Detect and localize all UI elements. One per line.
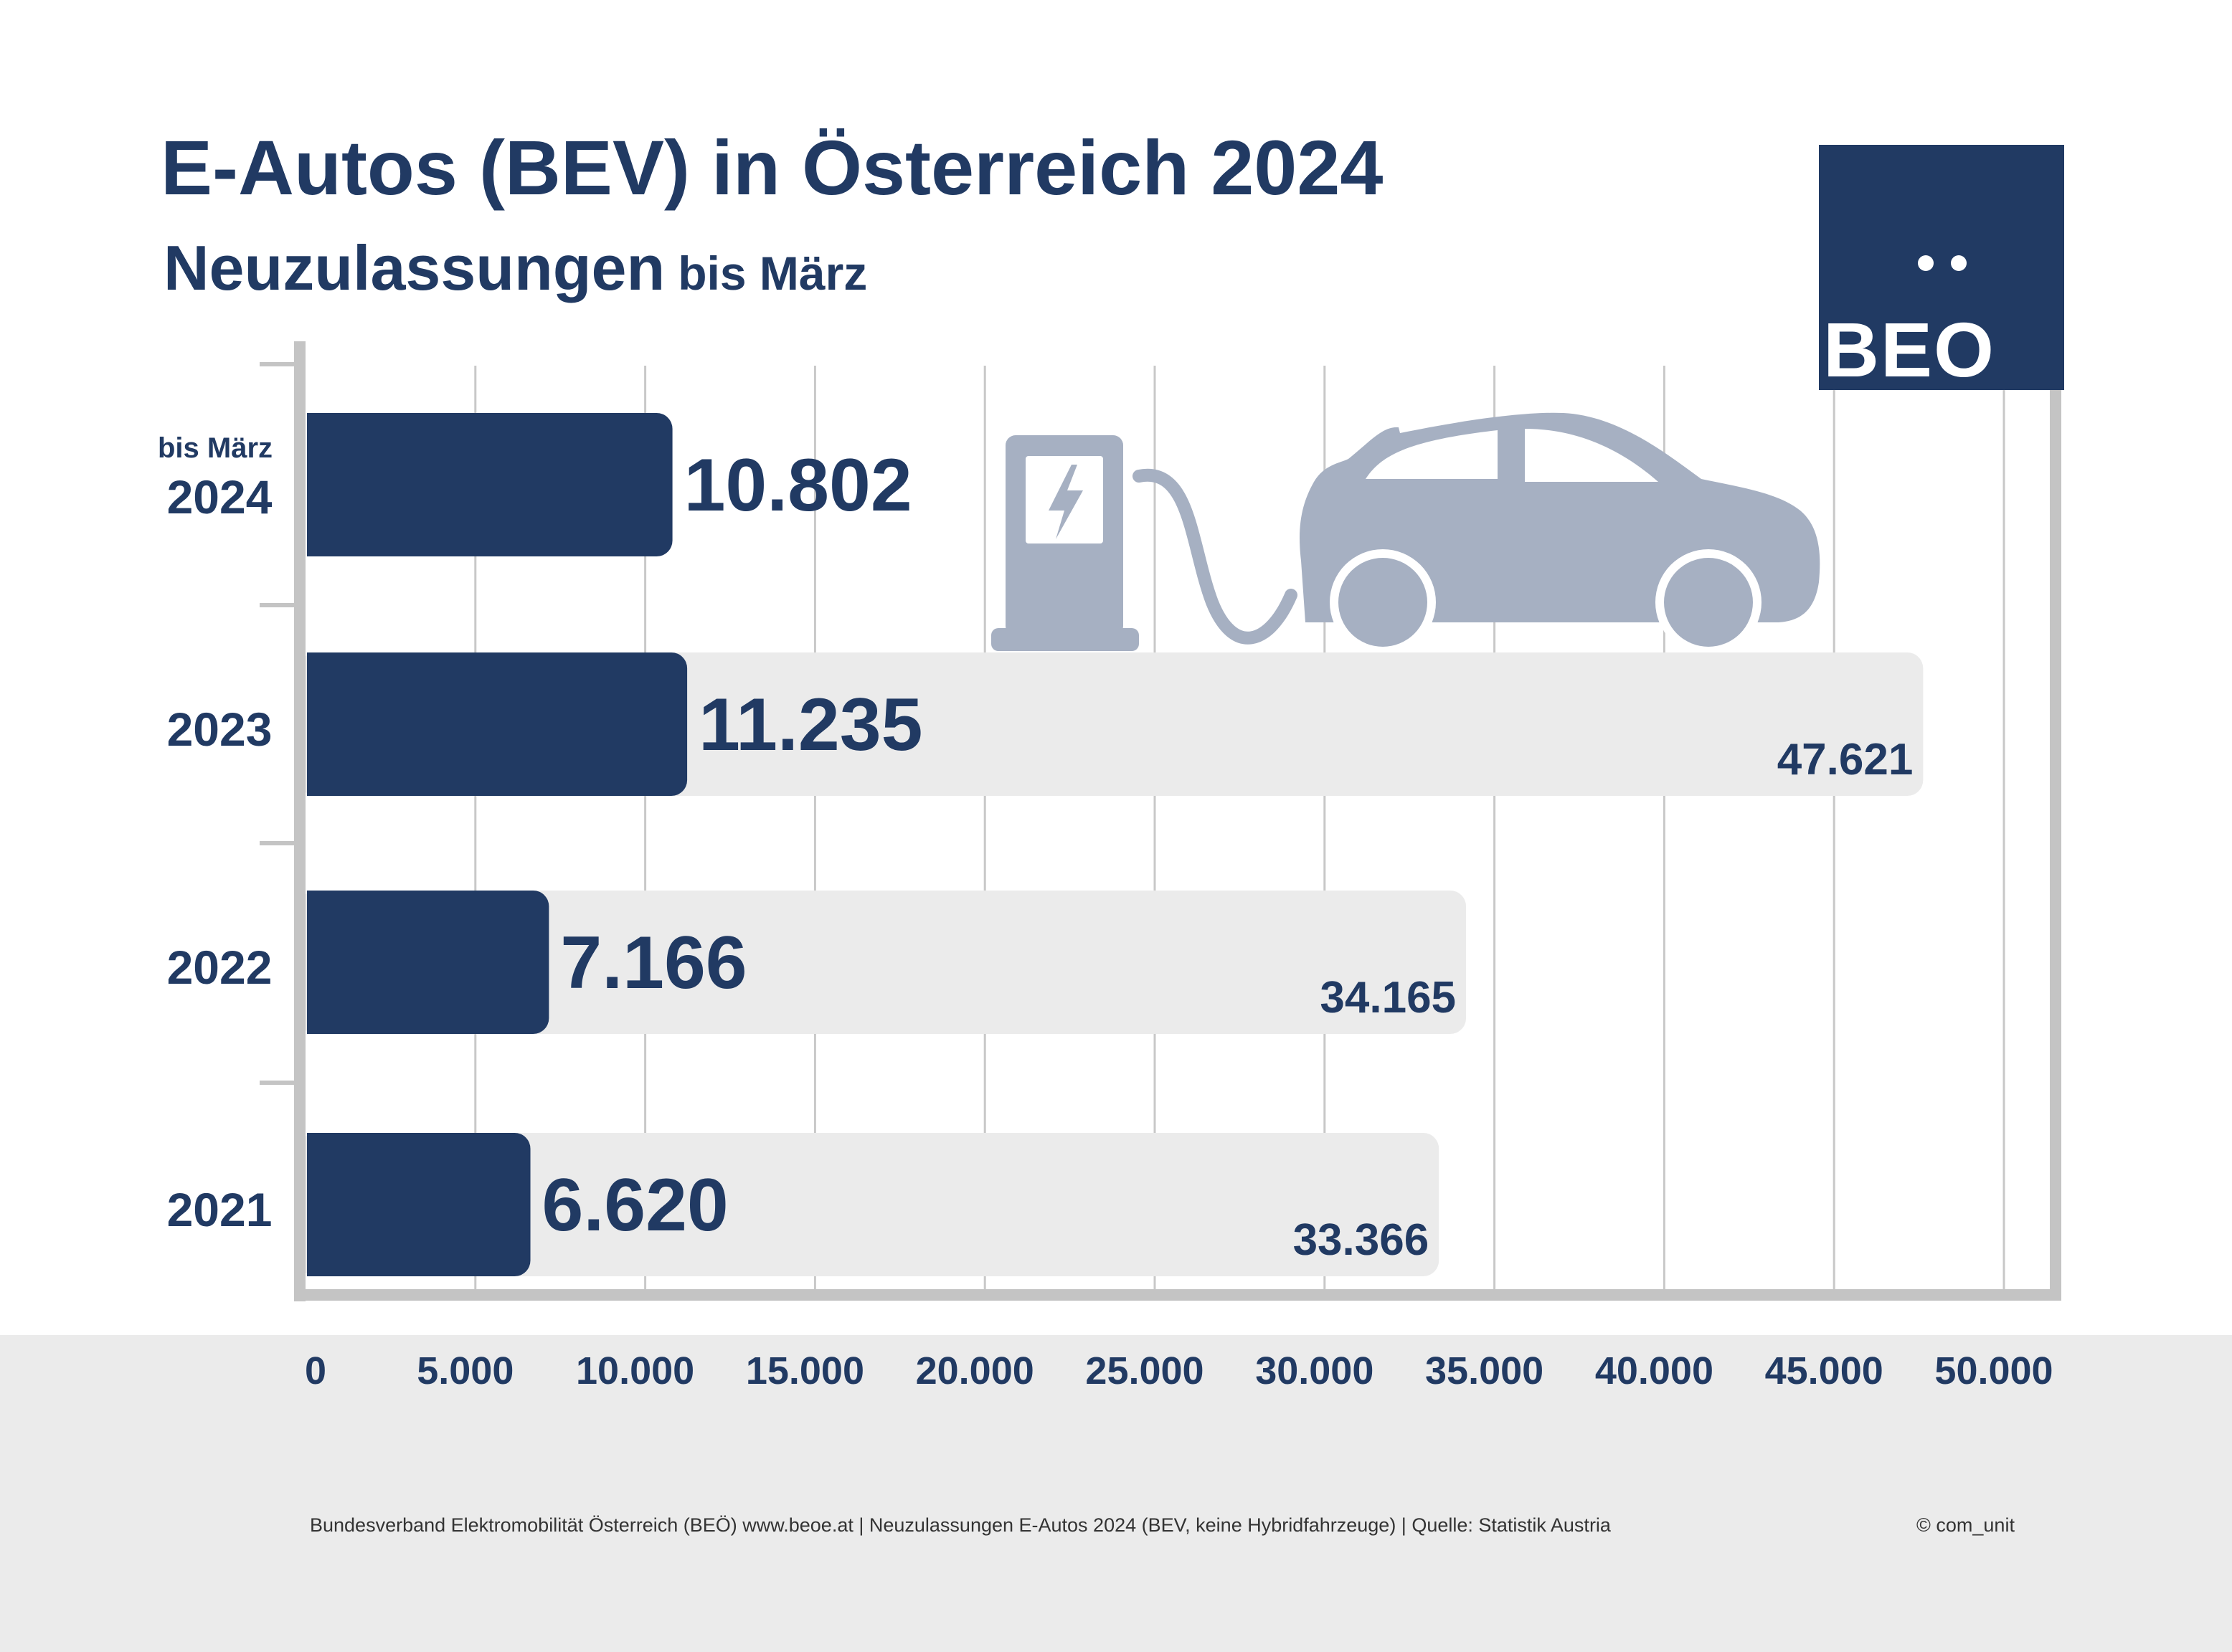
data-label-q1-2021: 6.620 [542,1164,729,1247]
x-tick-label-9: 45.000 [1765,1349,1883,1392]
bar-q1-base-2022 [307,891,336,1034]
x-tick-label-10: 50.000 [1934,1349,2053,1392]
data-label-total-2021: 33.366 [1293,1215,1429,1265]
beo-logo: BEO [1819,145,2064,390]
data-label-total-2023: 47.621 [1777,735,1914,784]
bar-total-2021 [300,1133,1439,1276]
footer-source: Bundesverband Elektromobilität Österreic… [310,1514,1611,1536]
bar-q1-2022 [307,891,549,1034]
y-label-2021: 2021 [167,1183,273,1236]
x-tick-label-1: 5.000 [417,1349,514,1392]
ev-charging-car-icon [991,412,1820,655]
data-label-q1-2022: 7.166 [560,921,747,1005]
x-axis-labels: 0 5.000 10.000 15.000 20.000 25.000 30.000 35.0… [305,1349,2053,1392]
chart-subtitle: Neuzulassungen bis März [164,237,867,300]
subtitle-suffix: bis März [678,247,868,300]
y-label-2024: 2024 [167,470,273,523]
bar-q1-2023 [307,652,688,796]
bar-q1-base-2024 [307,413,336,556]
bar-q1-base-2021 [307,1133,336,1276]
x-tick-label-8: 40.000 [1595,1349,1713,1392]
data-label-q1-2024: 10.802 [684,444,912,527]
y-label-2023: 2023 [167,703,273,756]
logo-umlaut-dots [1918,252,1972,274]
y-axis-labels: 2024 bis März 2023 2022 2021 [158,432,273,1236]
data-label-q1-2023: 11.235 [699,683,922,766]
subtitle-main: Neuzulassungen [164,232,666,303]
y-label-2022: 2022 [167,941,273,994]
bar-total-2023 [300,652,1924,796]
bar-q1-base-2023 [307,652,336,796]
x-tick-label-0: 0 [305,1349,326,1392]
x-tick-label-6: 30.000 [1255,1349,1373,1392]
chart-frame [294,341,2061,1301]
x-tick-label-3: 15.000 [746,1349,864,1392]
logo-text: BEO [1823,306,1996,393]
bars: 10.802 47.621 11.235 34.165 7.166 33.366 6.620 [300,413,1924,1276]
footer-band [0,1335,2232,1652]
x-tick-label-5: 25.000 [1085,1349,1204,1392]
x-tick-label-4: 20.000 [916,1349,1034,1392]
chart-title: E-Autos (BEV) in Österreich 2024 [161,124,1384,211]
x-tick-label-2: 10.000 [576,1349,694,1392]
y-sublabel-2024: bis März [158,432,273,464]
y-axis-ticks [260,362,301,1085]
bar-q1-2024 [307,413,673,556]
x-tick-label-7: 35.000 [1425,1349,1543,1392]
bar-total-2022 [300,891,1467,1034]
data-label-total-2022: 34.165 [1320,973,1456,1022]
bar-q1-2021 [307,1133,531,1276]
footer-copyright: © com_unit [1916,1514,2015,1536]
